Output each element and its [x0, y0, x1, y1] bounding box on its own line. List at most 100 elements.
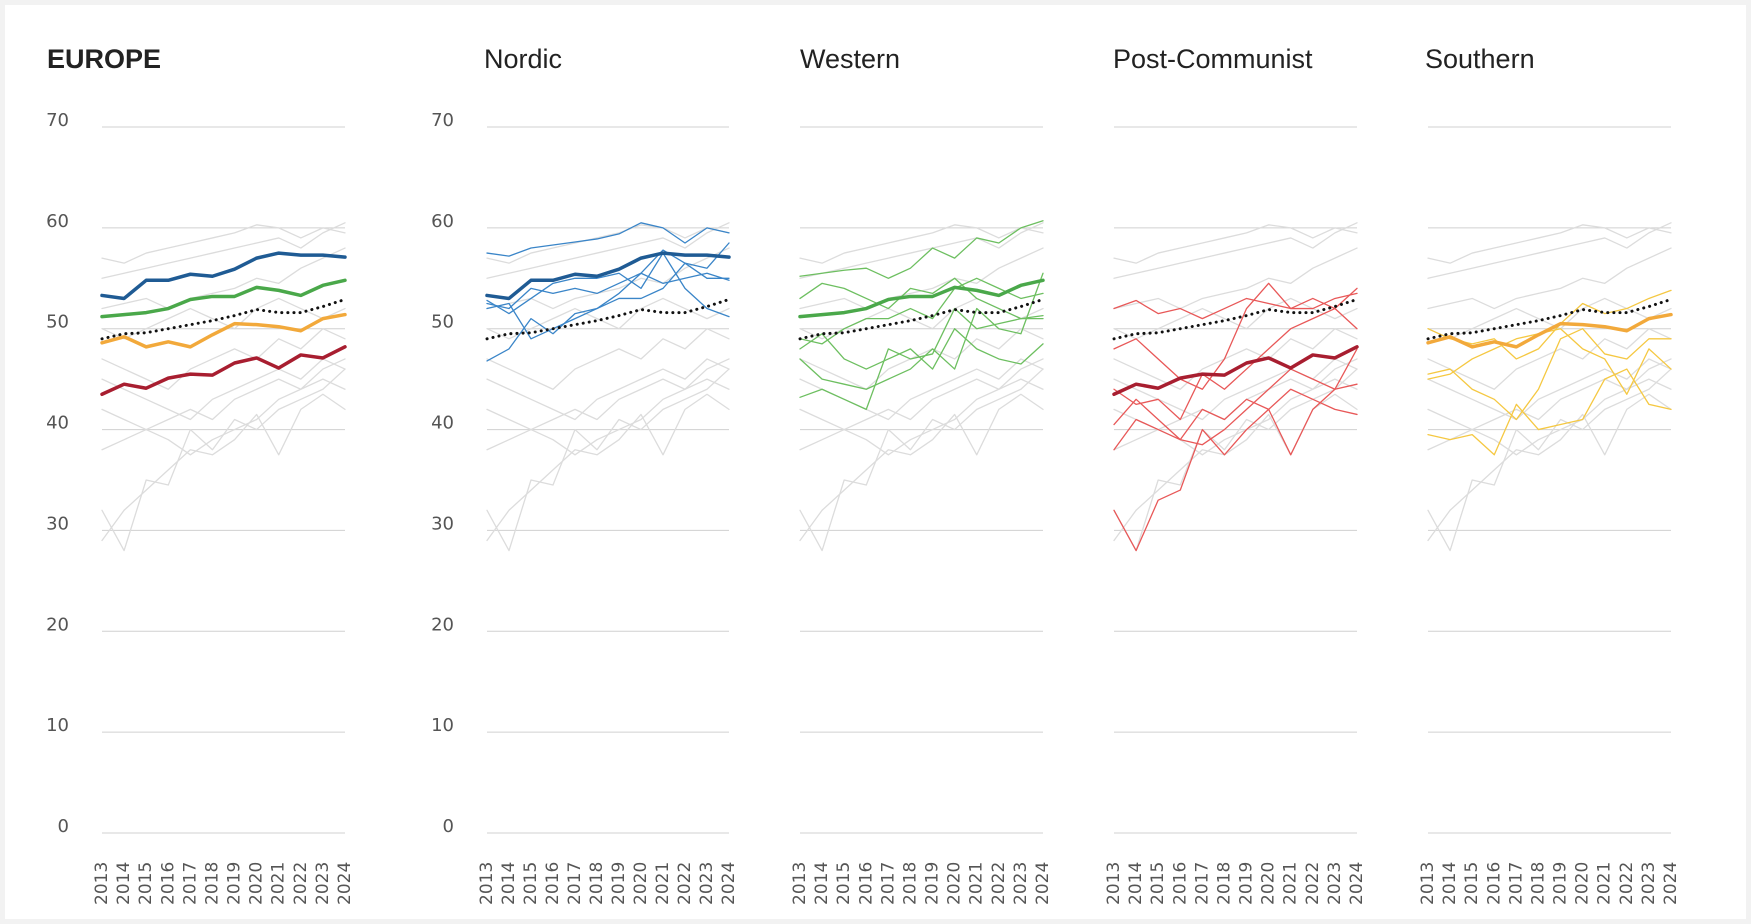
- y-tick-label: 70: [46, 110, 69, 131]
- line: [100, 312, 347, 349]
- x-tick-label: 2015: [1148, 862, 1168, 905]
- panel-title: EUROPE: [47, 44, 161, 74]
- line: [101, 378, 346, 456]
- line: [1427, 224, 1672, 264]
- x-tick-label: 2014: [114, 862, 134, 905]
- x-tick-label: 2022: [675, 862, 695, 905]
- x-tick-label: 2018: [1528, 862, 1548, 905]
- x-tick-label: 2018: [202, 862, 222, 905]
- y-tick-label: 30: [46, 513, 69, 534]
- line: [799, 224, 1044, 264]
- line: [1112, 345, 1359, 397]
- y-tick-label: 50: [46, 312, 69, 333]
- line: [101, 224, 346, 264]
- line: [1113, 247, 1358, 310]
- y-tick-label: 60: [431, 211, 454, 232]
- x-tick-label: 2019: [1551, 862, 1571, 905]
- x-tick-label: 2024: [1033, 862, 1053, 905]
- x-tick-label: 2016: [158, 862, 178, 905]
- line: [101, 358, 346, 421]
- x-tick-label: 2020: [945, 862, 965, 905]
- x-tick-label: 2023: [1639, 862, 1659, 905]
- x-tick-label: 2019: [225, 862, 245, 905]
- line: [1113, 388, 1358, 451]
- panel-title: Southern: [1425, 44, 1535, 74]
- line: [1427, 393, 1672, 542]
- line: [1427, 328, 1672, 395]
- x-tick-label: 2015: [521, 862, 541, 905]
- x-tick-label: 2023: [1011, 862, 1031, 905]
- x-tick-label: 2019: [923, 862, 943, 905]
- x-tick-label: 2020: [247, 862, 267, 905]
- x-tick-label: 2016: [1170, 862, 1190, 905]
- x-tick-label: 2020: [1573, 862, 1593, 905]
- x-tick-label: 2021: [1281, 862, 1301, 905]
- line: [486, 393, 730, 542]
- line: [799, 220, 1044, 279]
- x-tick-label: 2024: [1661, 862, 1681, 905]
- y-tick-label: 30: [431, 513, 454, 534]
- line: [101, 247, 346, 310]
- panel-title: Nordic: [484, 44, 562, 74]
- x-tick-label: 2017: [1506, 862, 1526, 905]
- x-tick-label: 2019: [609, 862, 629, 905]
- line: [486, 328, 730, 390]
- line: [1113, 358, 1358, 421]
- line: [1113, 368, 1358, 446]
- x-tick-label: 2016: [543, 862, 563, 905]
- x-tick-label: 2018: [587, 862, 607, 905]
- y-tick-label: 70: [431, 110, 454, 131]
- x-tick-label: 2024: [719, 862, 739, 905]
- line: [1427, 297, 1672, 340]
- line: [486, 222, 730, 257]
- line: [486, 272, 730, 340]
- x-tick-label: 2024: [335, 862, 355, 905]
- line: [100, 345, 347, 397]
- line: [1427, 222, 1672, 279]
- line: [1113, 348, 1358, 552]
- y-tick-label: 40: [46, 413, 69, 434]
- y-tick-label: 40: [431, 413, 454, 434]
- line: [101, 328, 346, 390]
- line: [1427, 289, 1672, 360]
- x-tick-label: 2013: [92, 862, 112, 905]
- line: [1113, 287, 1358, 421]
- x-tick-label: 2020: [631, 862, 651, 905]
- line: [799, 222, 1044, 279]
- x-tick-label: 2024: [1347, 862, 1367, 905]
- line: [1427, 247, 1672, 310]
- line: [101, 358, 346, 451]
- line: [101, 222, 346, 279]
- line: [486, 224, 730, 264]
- x-tick-label: 2014: [812, 862, 832, 905]
- line: [486, 242, 730, 310]
- x-tick-label: 2018: [1214, 862, 1234, 905]
- x-tick-label: 2021: [967, 862, 987, 905]
- line: [486, 222, 730, 279]
- x-tick-label: 2014: [1126, 862, 1146, 905]
- line: [798, 278, 1045, 319]
- line: [485, 251, 731, 301]
- line: [486, 252, 730, 318]
- line: [486, 247, 730, 310]
- y-tick-label: 50: [431, 312, 454, 333]
- line: [486, 262, 730, 362]
- line: [799, 277, 1044, 345]
- line: [486, 297, 730, 340]
- x-tick-label: 2022: [1617, 862, 1637, 905]
- x-tick-label: 2017: [565, 862, 585, 905]
- line: [798, 297, 1045, 341]
- line: [799, 393, 1044, 542]
- x-tick-label: 2013: [790, 862, 810, 905]
- line: [1113, 222, 1358, 279]
- x-tick-label: 2023: [697, 862, 717, 905]
- x-tick-label: 2022: [989, 862, 1009, 905]
- line: [1112, 297, 1359, 341]
- line: [1427, 328, 1672, 421]
- y-tick-label: 0: [58, 816, 69, 837]
- x-tick-label: 2015: [136, 862, 156, 905]
